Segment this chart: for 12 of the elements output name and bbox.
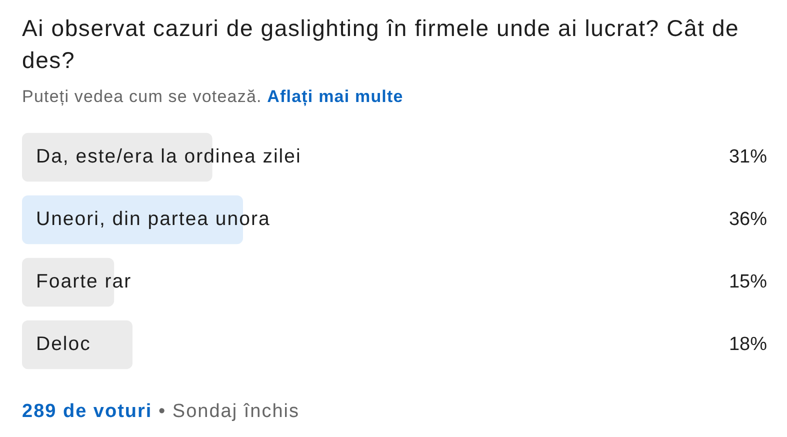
y-tick-label: Foarte rar: [36, 270, 132, 293]
data-label: 31%: [728, 146, 768, 168]
text: • Sondaj închis: [157, 401, 300, 422]
chart-subtitle: Puteți vedea cum se votează. Aflați mai multe: [22, 87, 404, 106]
y-tick-label: Uneori, din partea unora: [36, 208, 270, 230]
y-tick-label: Da, este/era la ordinea zilei: [36, 146, 302, 168]
data-label: 36%: [728, 208, 768, 230]
y-tick-label: Deloc: [36, 333, 91, 356]
data-label: 15%: [728, 271, 768, 292]
text: 289 de voturi: [22, 401, 152, 422]
data-label: 18%: [728, 334, 768, 355]
text: Ai observat cazuri de gaslighting în firmele unde ai lucrat? Cât de des?: [22, 14, 740, 75]
